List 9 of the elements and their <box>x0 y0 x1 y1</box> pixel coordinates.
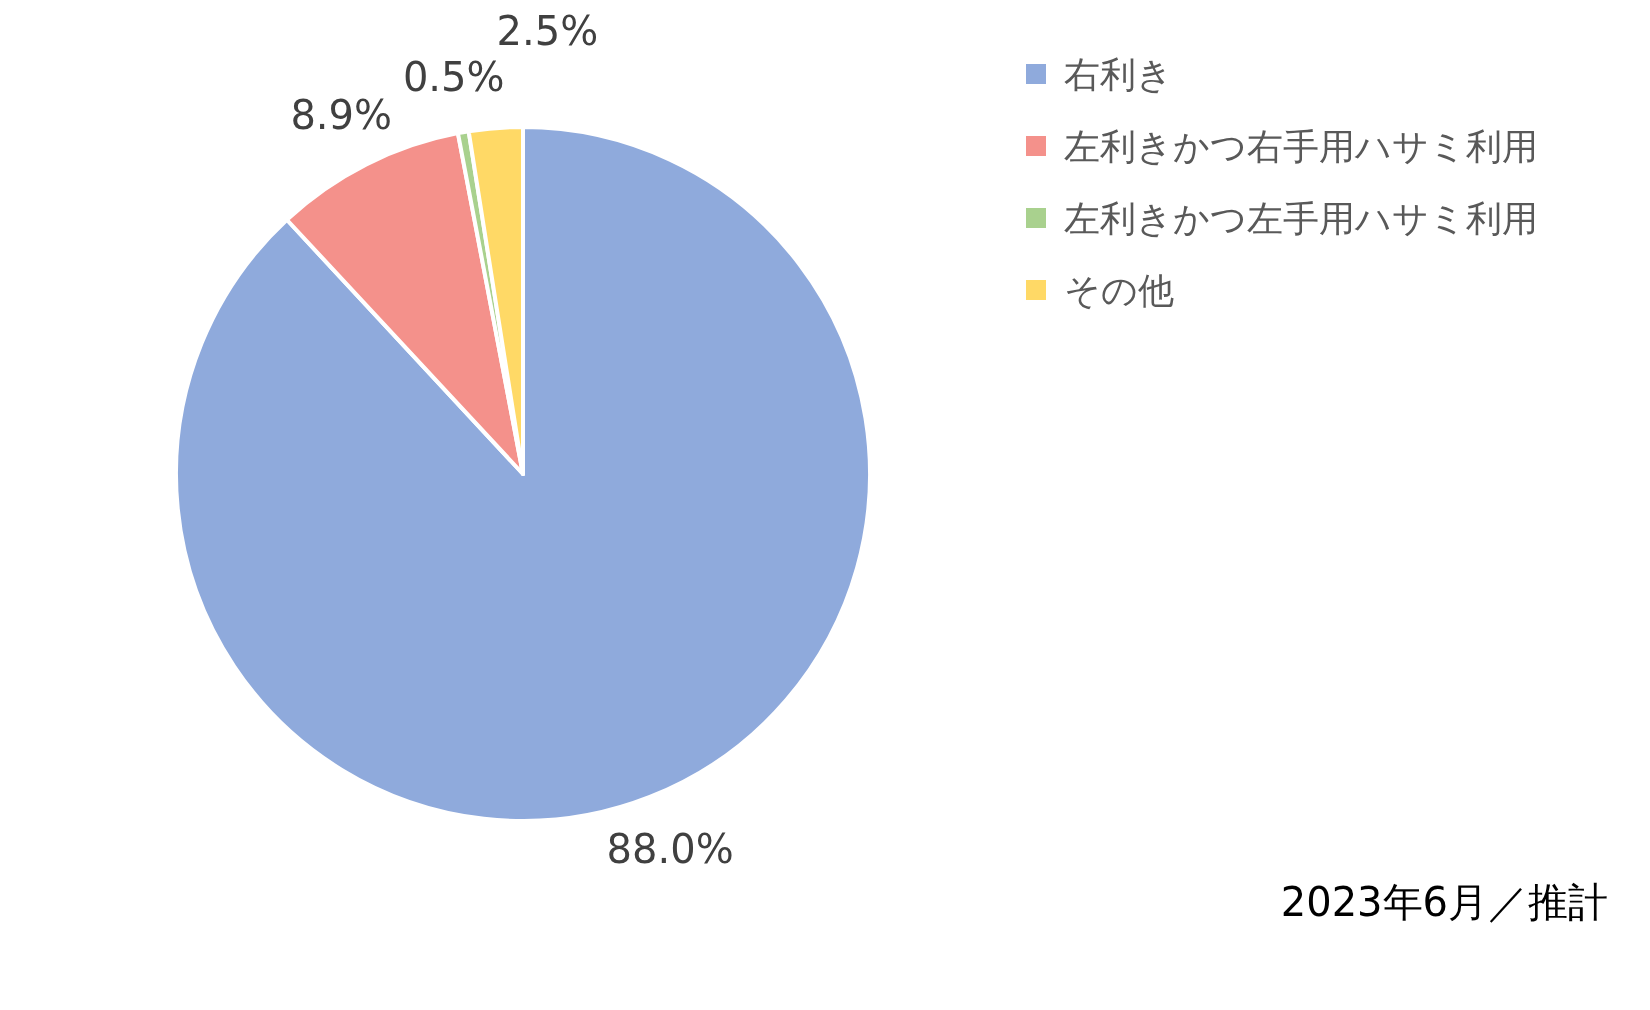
legend-label: その他 <box>1064 269 1174 311</box>
legend-label: 左利きかつ右手用ハサミ利用 <box>1064 125 1538 167</box>
legend-label: 右利き <box>1064 53 1173 95</box>
text: 2023年6月／推計 <box>1280 879 1608 925</box>
data-label: 2.5% <box>496 7 599 54</box>
data-label: 8.9% <box>290 91 393 138</box>
legend-label: 左利きかつ左手用ハサミ利用 <box>1064 197 1538 239</box>
data-label: 88.0% <box>606 825 734 872</box>
data-label: 0.5% <box>402 54 505 101</box>
